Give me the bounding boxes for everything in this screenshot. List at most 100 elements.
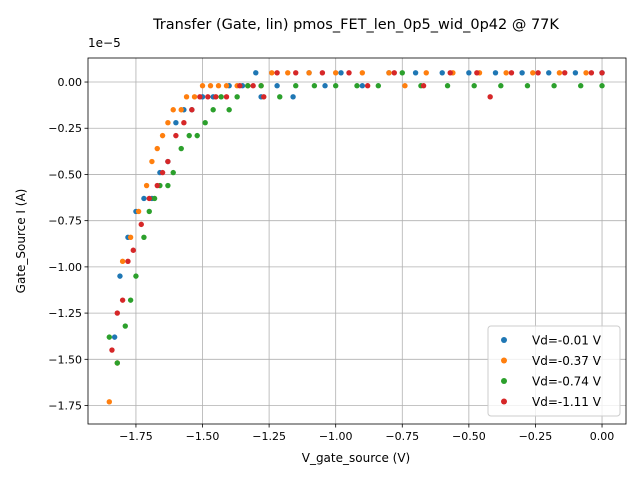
grid: [88, 58, 626, 424]
data-point: [399, 70, 405, 76]
data-point: [290, 94, 296, 100]
data-point: [492, 70, 499, 76]
data-point: [165, 182, 171, 189]
data-point: [524, 83, 531, 89]
data-point: [114, 310, 120, 316]
data-point: [420, 83, 427, 89]
data-point: [364, 83, 371, 89]
x-tick-label: −0.25: [519, 430, 553, 443]
legend-marker: [501, 398, 507, 405]
data-point: [583, 70, 589, 76]
data-point: [311, 83, 318, 89]
y-tick-label: 0.00: [58, 76, 83, 89]
data-point: [213, 94, 219, 100]
data-point: [466, 70, 472, 76]
data-point: [530, 70, 536, 76]
data-point: [245, 83, 251, 89]
x-tick-label: −1.00: [319, 430, 353, 443]
data-point: [439, 70, 445, 76]
y-tick-label: −1.75: [48, 400, 82, 413]
data-point: [170, 107, 176, 113]
data-point: [474, 70, 480, 76]
x-tick-label: −1.75: [119, 430, 153, 443]
data-point: [359, 70, 366, 76]
data-point: [141, 234, 147, 241]
data-point: [173, 132, 179, 139]
data-point: [114, 360, 120, 366]
data-point: [106, 399, 113, 405]
legend-label: Vd=-0.74 V: [532, 375, 602, 389]
data-point: [154, 145, 160, 152]
chart-title: Transfer (Gate, lin) pmos_FET_len_0p5_wi…: [152, 17, 559, 33]
data-point: [556, 70, 563, 76]
data-point: [135, 208, 142, 215]
y-tick-label: −0.25: [48, 122, 82, 135]
data-point: [519, 70, 525, 76]
data-point: [194, 132, 200, 139]
data-point: [173, 119, 179, 126]
data-point: [197, 94, 203, 100]
data-point: [447, 70, 453, 76]
data-point: [125, 258, 131, 265]
data-point: [146, 195, 152, 202]
x-tick-label: 0.00: [590, 430, 615, 443]
legend-marker: [501, 357, 507, 364]
x-tick-label: −1.25: [252, 430, 286, 443]
data-point: [189, 107, 195, 113]
legend-label: Vd=-0.01 V: [532, 334, 602, 348]
data-point: [444, 83, 451, 89]
data-point: [178, 145, 184, 152]
legend-box: [487, 325, 621, 417]
data-point: [508, 70, 515, 76]
x-tick-label: −0.75: [385, 430, 419, 443]
data-point: [269, 70, 275, 76]
plot-frame: [87, 57, 627, 425]
data-point: [412, 70, 419, 76]
data-point: [498, 83, 504, 89]
y-tick-label: −0.75: [48, 215, 82, 228]
data-point: [423, 70, 429, 76]
data-point: [391, 70, 397, 76]
data-point: [572, 70, 579, 76]
y-axis-ticks: 0.00 −0.25 −0.50 −0.75 −1.00 −1.25 −1.50 −1.75: [48, 76, 88, 413]
data-point: [117, 273, 123, 279]
data-point: [234, 94, 240, 100]
data-point: [250, 83, 256, 89]
data-point: [138, 221, 144, 228]
x-axis-ticks: −1.75 −1.50 −1.25 −1.00 −0.75 −0.50 −0.25 0.00: [119, 424, 614, 443]
data-point: [181, 119, 187, 126]
data-point: [293, 83, 299, 89]
data-point: [223, 94, 230, 100]
data-point: [535, 70, 541, 76]
data-point: [354, 83, 360, 89]
data-point: [274, 83, 280, 89]
y-axis-label: Gate_Source I (A): [14, 189, 28, 294]
data-point: [386, 70, 392, 76]
legend-label: Vd=-0.37 V: [532, 354, 602, 368]
data-point: [588, 70, 595, 76]
data-point: [258, 83, 264, 89]
data-point: [402, 83, 408, 89]
data-point: [207, 83, 214, 89]
data-point: [274, 70, 280, 76]
data-point: [178, 107, 184, 113]
x-axis-label: V_gate_source (V): [302, 451, 411, 465]
data-point: [346, 70, 352, 76]
data-point: [151, 195, 158, 202]
data-point: [149, 158, 155, 165]
data-point: [210, 107, 216, 113]
data-point: [306, 70, 312, 76]
y-tick-label: −1.50: [48, 353, 82, 366]
legend-marker: [501, 337, 507, 343]
data-point: [322, 83, 328, 89]
data-point: [551, 83, 557, 89]
data-point: [165, 119, 171, 126]
data-point: [223, 83, 230, 89]
data-point: [285, 70, 291, 76]
data-point: [199, 83, 206, 89]
data-point: [375, 83, 382, 89]
data-point: [471, 83, 477, 89]
data-point: [141, 195, 147, 202]
data-point: [599, 83, 605, 89]
data-point: [130, 247, 136, 253]
